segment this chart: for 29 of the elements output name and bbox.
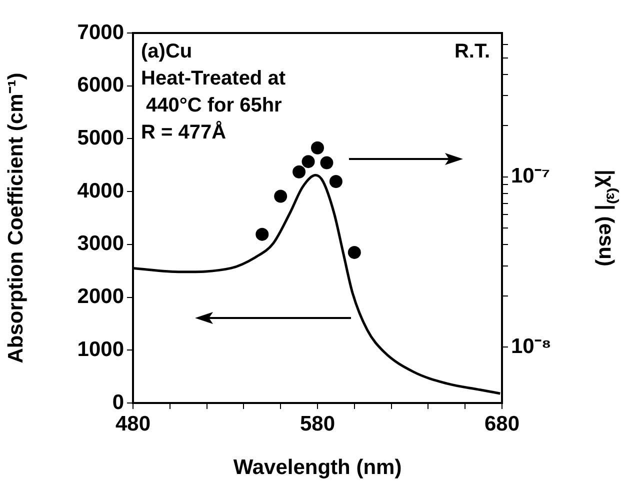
y-axis-title: Absorption Coefficient (cm⁻¹) [4,72,28,364]
annotation: (a)Cu [141,40,192,63]
y-tick-label: 6000 [77,74,124,97]
point [302,155,315,168]
point [320,156,334,170]
annotation: 440°C for 65hr [146,94,282,117]
y-tick-label: 0 [112,390,124,414]
y-tick-label: 5000 [77,126,124,150]
point [292,165,306,178]
x-tick-label: 480 [115,412,151,436]
y-tick-label: 7000 [77,20,124,44]
x-tick-label: 580 [300,412,336,436]
point [348,246,361,259]
point [329,174,342,188]
point [274,190,288,203]
point [256,228,269,241]
point [311,141,324,154]
y2-tick-label: 10⁻⁷ [511,164,550,188]
y-tick-label: 3000 [77,232,124,256]
annotation: R = 477Å [141,120,226,144]
annotation: Heat-Treated at [141,68,286,90]
x-axis-title: Wavelength (nm) [233,456,402,480]
y2-axis-title: |χ⁽³⁾| (esu) [594,170,620,266]
y-tick-label: 2000 [77,285,124,308]
y-tick-label: 4000 [77,179,124,202]
y2-tick-label: 10⁻⁸ [511,334,552,358]
y-tick-label: 1000 [77,338,124,361]
annotation: R.T. [454,40,490,63]
x-tick-label: 680 [484,412,520,436]
